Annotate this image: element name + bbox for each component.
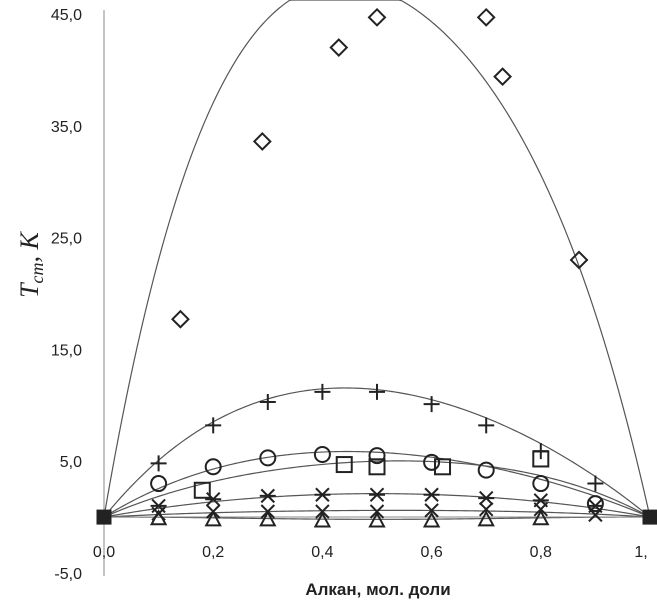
data-point-plus [478,417,495,434]
y-tick-labels: 45,0 35,0 25,0 15,0 5,0 -5,0 [51,7,82,583]
y-tick-label: -5,0 [54,566,82,583]
x-axis-title: Алкан, мол. доли [305,580,450,599]
y-tick-label: 5,0 [60,454,82,471]
y-tick-label: 15,0 [51,342,82,359]
data-point-circle [423,453,441,471]
data-point-square [434,458,452,476]
data-point-circle [259,449,277,467]
data-point-asterisk [369,487,385,502]
fit-curves [103,0,651,520]
data-point-diamond [569,250,589,270]
data-point-diamond [252,132,272,151]
data-point-triangle [532,509,550,526]
x-tick-labels: 0,0 0,2 0,4 0,6 0,8 1, [93,544,648,561]
data-point-diamond [367,7,387,27]
data-point-plus [587,475,604,492]
data-point-triangle [422,511,441,528]
data-points [96,7,657,528]
x-tick-label: 0,8 [530,544,552,561]
data-point-circle [368,447,386,465]
data-point-cross [478,502,494,517]
data-point-triangle [259,510,277,527]
y-tick-label: 45,0 [51,7,82,24]
x-tick-label: 0,2 [202,544,224,561]
data-point-diamond [171,309,190,329]
data-point-triangle [149,509,168,526]
data-point-circle [532,475,550,493]
data-point-triangle [313,511,332,528]
fit-curve-diamond [103,0,651,518]
data-point-plus [205,417,222,434]
data-point-circle [313,445,331,463]
data-point-circle [204,458,222,476]
data-point-square [532,450,550,468]
fit-curve-triangle [103,516,651,520]
data-point-diamond [476,7,496,27]
data-point-square [368,458,386,476]
y-axis-title: Tcm, K [15,230,47,297]
data-point-asterisk [259,488,276,504]
data-point-filled-square [642,509,657,525]
data-point-diamond [493,67,512,87]
y-tick-label: 35,0 [51,119,82,136]
data-point-asterisk [423,487,440,502]
fit-curve-circle [103,450,651,518]
data-point-square [193,481,211,499]
data-point-plus [259,393,276,410]
data-point-diamond [329,38,349,57]
data-point-circle [586,495,604,513]
data-point-cross [424,503,439,518]
data-point-filled-square [96,509,112,525]
axes [103,10,650,576]
data-point-asterisk [314,487,331,502]
x-tick-label: 0,0 [93,544,115,561]
data-point-cross [588,507,603,523]
data-point-asterisk [478,490,495,506]
data-point-plus [369,383,385,400]
fit-curve-square [103,460,651,518]
data-point-asterisk [205,492,222,507]
data-point-plus [314,383,331,400]
data-point-triangle [368,511,386,528]
data-point-circle [477,461,495,479]
data-point-square [335,456,353,474]
data-point-triangle [477,510,495,527]
data-point-plus [150,455,167,472]
x-tick-label: 0,4 [311,544,333,561]
x-tick-label: 1, [634,544,647,561]
x-tick-label: 0,6 [420,544,442,561]
data-point-triangle [204,510,222,527]
y-tick-label: 25,0 [51,231,82,248]
data-point-plus [423,396,440,413]
data-point-circle [150,475,168,493]
